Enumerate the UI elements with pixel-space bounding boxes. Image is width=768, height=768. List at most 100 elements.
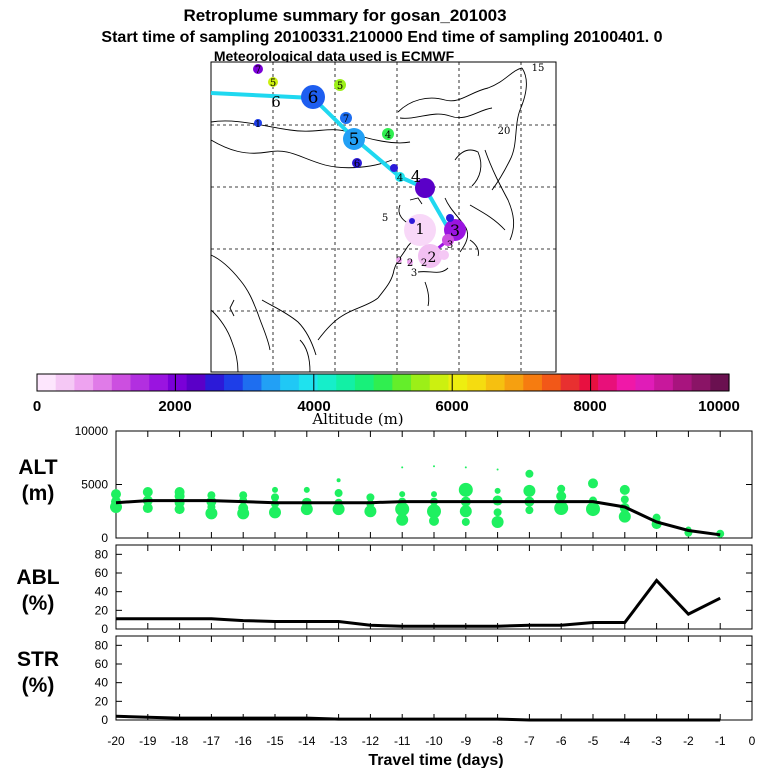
- plume-circle: [352, 158, 362, 168]
- colorbar-swatch: [467, 374, 487, 391]
- map-day-label: 15: [532, 63, 545, 74]
- plume-circle: [407, 259, 413, 265]
- colorbar-swatch: [93, 374, 113, 391]
- scatter-point: [458, 482, 473, 497]
- scatter-point: [174, 486, 185, 497]
- plume-circle: [343, 128, 365, 150]
- x-tick-label: -6: [556, 734, 567, 748]
- colorbar-swatch: [616, 374, 637, 391]
- x-tick-label: -4: [619, 734, 630, 748]
- scatter-point: [554, 501, 569, 516]
- colorbar-swatch: [672, 374, 693, 391]
- colorbar-swatch: [523, 374, 543, 391]
- colorbar-tick: 0: [33, 398, 41, 415]
- y-tick-label: 0: [101, 622, 108, 636]
- plume-circle: [253, 64, 263, 74]
- y-tick-label: 40: [95, 676, 109, 690]
- scatter-point: [399, 491, 406, 498]
- y-tick-label: 20: [95, 694, 109, 708]
- scatter-point: [364, 505, 377, 518]
- colorbar-swatch: [710, 374, 730, 391]
- plume-circle: [442, 234, 454, 246]
- map-day-label: 5: [349, 130, 360, 150]
- scatter-point: [491, 515, 504, 528]
- colorbar-swatch: [579, 374, 599, 391]
- map-day-label: 6: [354, 159, 360, 170]
- y-tick-label: 80: [95, 547, 109, 561]
- colorbar-swatch: [598, 374, 618, 391]
- colorbar-tick: 2000: [158, 398, 191, 415]
- colorbar-swatch: [261, 374, 281, 391]
- colorbar-swatch: [448, 374, 468, 391]
- colorbar-swatch: [111, 374, 132, 391]
- plume-circle: [418, 244, 442, 268]
- scatter-point: [464, 466, 467, 469]
- title-line-2: Start time of sampling 20100331.210000 E…: [101, 29, 662, 46]
- abl-label-top: ABL: [16, 566, 59, 589]
- scatter-point: [427, 504, 441, 519]
- scatter-point: [396, 513, 409, 526]
- colorbar-swatch: [167, 374, 188, 391]
- plume-circle: [395, 172, 405, 182]
- abl-label-bottom: (%): [22, 592, 55, 615]
- scatter-point: [557, 484, 566, 493]
- scatter-point: [620, 495, 629, 504]
- scatter-point: [433, 465, 435, 468]
- map-day-label: 6: [308, 88, 319, 108]
- colorbar-swatch: [560, 374, 580, 391]
- colorbar-swatch: [392, 374, 412, 391]
- colorbar-swatch: [635, 374, 655, 391]
- scatter-point: [142, 503, 153, 514]
- scatter-point: [619, 484, 630, 495]
- x-axis-title: Travel time (days): [368, 752, 503, 768]
- str-label-top: STR: [17, 648, 59, 671]
- x-tick-label: -8: [492, 734, 503, 748]
- map-day-label: 6: [271, 93, 281, 111]
- map-day-label: 5: [382, 213, 388, 224]
- map-day-label: 1: [255, 120, 261, 130]
- colorbar-tick: 4000: [297, 398, 330, 415]
- colorbar-swatch: [224, 374, 244, 391]
- scatter-point: [429, 515, 439, 526]
- colorbar-swatch: [336, 374, 356, 391]
- str-panel: 0 20 40 60 80: [95, 635, 753, 727]
- scatter-point: [523, 484, 536, 497]
- scatter-point: [461, 517, 470, 526]
- scatter-point: [142, 486, 153, 497]
- y-tick-label: 20: [95, 603, 109, 617]
- scatter-point: [239, 491, 248, 500]
- y-tick-label: 60: [95, 657, 109, 671]
- x-axis-ticks: -20 -19 -18 -17 -16 -15 -14 -13 -12 -11 -10 -9 -8 -7-…: [107, 734, 755, 748]
- scatter-point: [332, 503, 345, 516]
- colorbar-swatch: [298, 374, 319, 391]
- scatter-point: [395, 502, 410, 517]
- x-tick-label: -20: [107, 734, 125, 748]
- map-day-label: 20: [498, 126, 511, 137]
- x-tick-label: -9: [460, 734, 471, 748]
- scatter-point: [238, 503, 249, 514]
- scatter-point: [586, 502, 600, 517]
- title-line-3: Meteorological data used is ECMWF: [214, 48, 455, 64]
- plume-circle: [268, 77, 278, 87]
- colorbar-swatch: [429, 374, 450, 391]
- scatter-point: [401, 466, 404, 469]
- scatter-point: [525, 469, 534, 478]
- map-day-label: 5: [337, 81, 343, 92]
- x-tick-label: -5: [588, 734, 599, 748]
- colorbar-swatch: [280, 374, 300, 391]
- x-tick-label: -11: [394, 734, 411, 748]
- map-day-label: 2: [421, 258, 427, 269]
- colorbar-tick: 8000: [573, 398, 606, 415]
- colorbar-label: Altitude (m): [311, 410, 403, 428]
- scatter-point: [271, 493, 279, 502]
- scatter-point: [459, 505, 472, 518]
- plume-circle: [334, 79, 346, 91]
- map-day-labels: 6 5 4 3 1 2 7 5 5 6 7 4 4 5 2 2 3 2 3 20…: [255, 63, 545, 279]
- map-day-label: 7: [255, 65, 261, 76]
- str-label-bottom: (%): [22, 674, 55, 697]
- scatter-point: [269, 506, 281, 519]
- plot-frame: [115, 544, 753, 630]
- colorbar-swatch: [130, 374, 150, 391]
- plume-circles: [253, 64, 466, 268]
